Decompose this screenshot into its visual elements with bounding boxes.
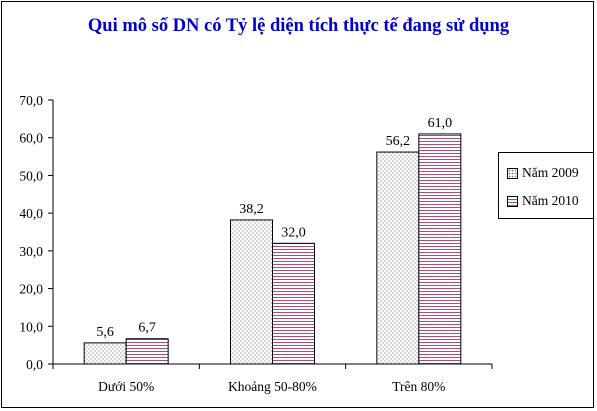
y-tick-label: 20,0 bbox=[19, 282, 43, 297]
data-label: 38,2 bbox=[239, 202, 264, 217]
legend-item-2010: Năm 2010 bbox=[507, 193, 579, 209]
y-tick-label: 60,0 bbox=[19, 131, 43, 146]
data-label: 5,6 bbox=[96, 325, 114, 340]
legend-label-2010: Năm 2010 bbox=[522, 193, 579, 208]
y-tick-label: 70,0 bbox=[19, 93, 43, 108]
chart-axes: 0,0 10,0 20,0 30,0 40,0 50,0 60,0 70,0 bbox=[19, 93, 493, 372]
chart-legend: Năm 2009 Năm 2010 bbox=[498, 152, 594, 219]
chart-labels: Dưới 50% Khoảng 50-80% Trên 80% 5,6 6,7 38,2 3… bbox=[96, 116, 452, 394]
chart-bars bbox=[83, 133, 462, 365]
bar-2009 bbox=[376, 151, 420, 365]
legend-swatch-2009 bbox=[507, 167, 518, 179]
x-category-label: Dưới 50% bbox=[98, 379, 154, 394]
y-tick-label: 30,0 bbox=[19, 244, 43, 259]
data-label: 6,7 bbox=[138, 321, 156, 336]
bar-2010 bbox=[272, 242, 315, 365]
bar-2010 bbox=[418, 133, 462, 365]
legend-label-2009: Năm 2009 bbox=[522, 165, 579, 180]
y-tick-label: 50,0 bbox=[19, 168, 43, 183]
y-tick-label: 0,0 bbox=[26, 357, 43, 372]
bar-2009 bbox=[83, 342, 127, 365]
bar-2009 bbox=[230, 219, 273, 365]
data-label: 56,2 bbox=[386, 134, 411, 149]
bar-2010 bbox=[125, 338, 169, 365]
data-label: 61,0 bbox=[428, 116, 453, 131]
x-category-label: Khoảng 50-80% bbox=[228, 379, 317, 394]
y-tick-label: 10,0 bbox=[19, 319, 43, 334]
y-tick-label: 40,0 bbox=[19, 206, 43, 221]
x-category-label: Trên 80% bbox=[392, 379, 445, 394]
legend-item-2009: Năm 2009 bbox=[507, 165, 579, 181]
chart-title: Qui mô số DN có Tỷ lệ diện tích thực tế … bbox=[87, 16, 510, 36]
legend-swatch-2010 bbox=[507, 195, 518, 207]
data-label: 32,0 bbox=[281, 225, 306, 240]
